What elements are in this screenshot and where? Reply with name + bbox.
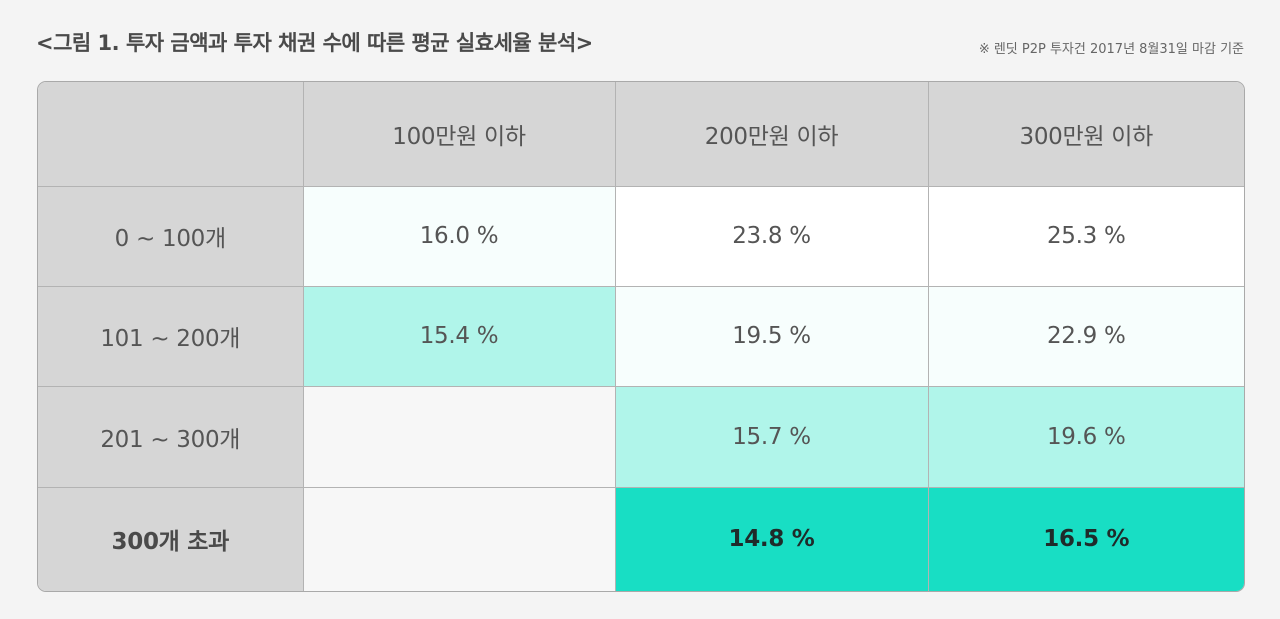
data-cell: 15.7 %	[614, 385, 929, 488]
column-header-200: 200만원 이하	[614, 82, 929, 187]
data-cell	[302, 385, 616, 488]
chart-title: <그림 1. 투자 금액과 투자 채권 수에 따른 평균 실효세율 분석>	[36, 31, 593, 55]
data-cell: 15.4 %	[302, 285, 616, 387]
data-cell: 19.6 %	[927, 385, 1244, 488]
row-header-over-300: 300개 초과	[38, 486, 304, 591]
data-cell	[302, 486, 616, 591]
data-cell: 14.8 %	[614, 486, 929, 591]
data-cell: 16.0 %	[302, 185, 616, 287]
table-row: 101 ~ 200개 15.4 % 19.5 % 22.9 %	[38, 285, 1244, 387]
table-row: 0 ~ 100개 16.0 % 23.8 % 25.3 %	[38, 185, 1244, 287]
data-cell: 16.5 %	[927, 486, 1244, 591]
column-header-100: 100만원 이하	[302, 82, 616, 187]
data-table: 100만원 이하 200만원 이하 300만원 이하 0 ~ 100개 16.0…	[38, 82, 1244, 591]
corner-header-cell	[38, 82, 304, 187]
data-cell: 23.8 %	[614, 185, 929, 287]
row-header-201-300: 201 ~ 300개	[38, 385, 304, 488]
table-row: 300개 초과 14.8 % 16.5 %	[38, 486, 1244, 591]
row-header-0-100: 0 ~ 100개	[38, 185, 304, 287]
source-note: ※ 렌딧 P2P 투자건 2017년 8월31일 마감 기준	[978, 42, 1244, 57]
header-row: 100만원 이하 200만원 이하 300만원 이하	[38, 82, 1244, 187]
data-cell: 25.3 %	[927, 185, 1244, 287]
row-header-101-200: 101 ~ 200개	[38, 285, 304, 387]
column-header-300: 300만원 이하	[927, 82, 1244, 187]
table-row: 201 ~ 300개 15.7 % 19.6 %	[38, 385, 1244, 488]
data-cell: 19.5 %	[614, 285, 929, 387]
data-cell: 22.9 %	[927, 285, 1244, 387]
tax-rate-table: 100만원 이하 200만원 이하 300만원 이하 0 ~ 100개 16.0…	[37, 81, 1245, 592]
